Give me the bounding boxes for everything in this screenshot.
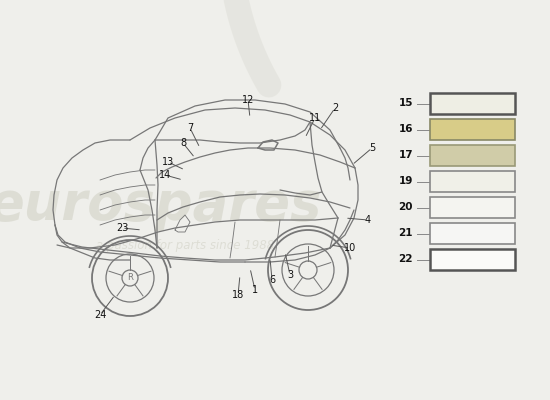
- Text: 22: 22: [399, 254, 413, 264]
- Text: 21: 21: [399, 228, 413, 238]
- Text: a passion for parts since 1988: a passion for parts since 1988: [96, 238, 274, 252]
- Text: 1: 1: [252, 285, 258, 295]
- Bar: [430, 93, 515, 114]
- Text: 5: 5: [369, 143, 375, 153]
- Text: R: R: [127, 274, 133, 282]
- Bar: [430, 171, 515, 192]
- Text: 8: 8: [180, 138, 186, 148]
- Text: 6: 6: [269, 275, 275, 285]
- Text: eurospares: eurospares: [0, 179, 322, 231]
- Text: 18: 18: [232, 290, 244, 300]
- Text: 15: 15: [399, 98, 413, 108]
- Text: 12: 12: [242, 95, 254, 105]
- Text: 19: 19: [399, 176, 413, 186]
- Bar: [430, 223, 515, 244]
- Text: 7: 7: [187, 123, 193, 133]
- Text: 10: 10: [344, 243, 356, 253]
- Text: 11: 11: [309, 113, 321, 123]
- Text: 2: 2: [332, 103, 338, 113]
- Text: 17: 17: [398, 150, 413, 160]
- Text: 16: 16: [399, 124, 413, 134]
- Bar: [430, 197, 515, 218]
- Text: 14: 14: [159, 170, 171, 180]
- Bar: [430, 119, 515, 140]
- Text: 13: 13: [162, 157, 174, 167]
- Bar: [430, 145, 515, 166]
- Text: 20: 20: [399, 202, 413, 212]
- Text: 23: 23: [116, 223, 128, 233]
- Text: 3: 3: [287, 270, 293, 280]
- Text: 24: 24: [94, 310, 106, 320]
- Text: 4: 4: [365, 215, 371, 225]
- Bar: [430, 249, 515, 270]
